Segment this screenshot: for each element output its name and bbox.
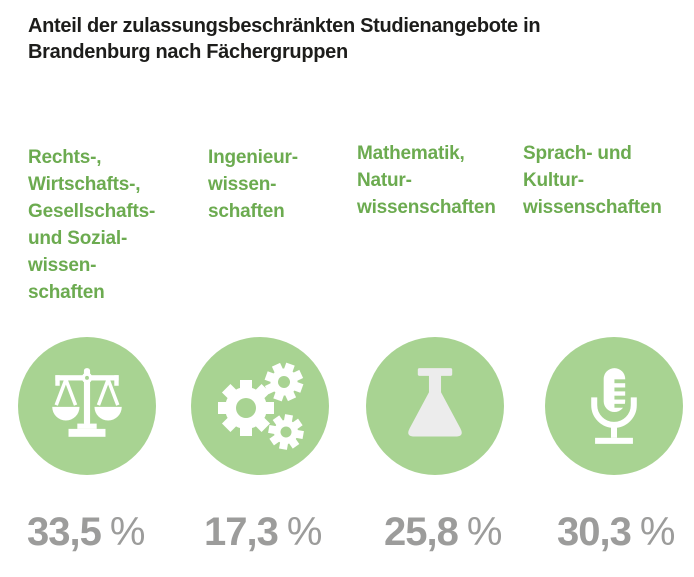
chart-title: Anteil der zulassungsbeschränkten Studie… [28, 15, 541, 63]
value: 30,3% [557, 512, 675, 552]
value-number: 33,5 [27, 510, 102, 554]
group-label-sprach-kultur: Sprach- und Kultur- wissenschaften [523, 143, 662, 218]
value-unit: % [466, 510, 503, 554]
icon-circle [18, 337, 156, 475]
group-label-mathematik-natur: Mathematik, Natur- wissenschaften [357, 143, 496, 218]
value-unit: % [109, 510, 146, 554]
flask-icon [408, 368, 462, 437]
value: 33,5% [27, 512, 145, 552]
value: 25,8% [384, 512, 502, 552]
value: 17,3% [204, 512, 322, 552]
group-label-rechts-wirtschaft-sozial: Rechts-, Wirtschafts-, Gesellschafts- un… [28, 147, 156, 303]
scales-icon [52, 368, 122, 437]
icon-circle [191, 337, 329, 475]
value-number: 25,8 [384, 510, 459, 554]
value-number: 30,3 [557, 510, 632, 554]
icon-circle [545, 337, 683, 475]
value-number: 17,3 [204, 510, 279, 554]
gears-icon [218, 362, 304, 450]
value-unit: % [286, 510, 323, 554]
group-label-ingenieur: Ingenieur- wissen- schaften [208, 147, 298, 222]
value-unit: % [639, 510, 676, 554]
icon-circle [366, 337, 504, 475]
microphone-icon [591, 368, 637, 444]
